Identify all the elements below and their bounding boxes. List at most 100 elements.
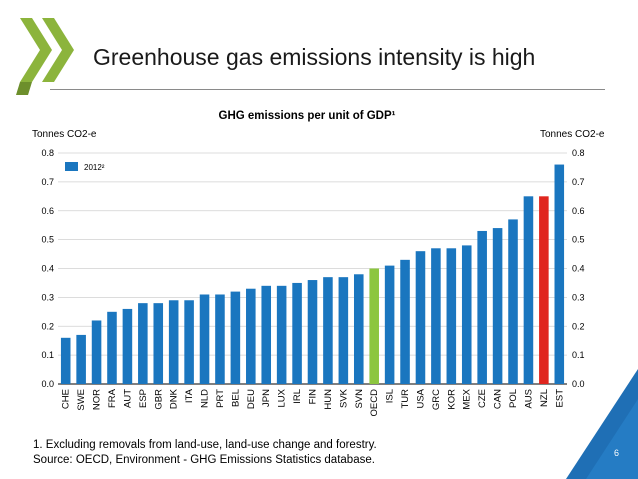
y-tick-label-left: 0.6 (41, 206, 54, 216)
x-tick-label-ita: ITA (184, 388, 195, 403)
x-tick-label-kor: KOR (446, 389, 457, 410)
bar-cze (477, 230, 487, 384)
legend-swatch (65, 162, 78, 171)
bar-mex (461, 245, 472, 384)
bar-est (554, 164, 565, 384)
bar-oecd (369, 268, 379, 384)
x-tick-label-bel: BEL (230, 389, 241, 407)
x-tick-labels: CHE SWE NOR FRA AUT ESP GBR DNK ITA NLD PRT BEL DEU J… (61, 388, 566, 416)
bar-swe (76, 334, 86, 384)
x-tick-label-fra: FRA (107, 388, 118, 408)
bar-ita (184, 300, 194, 384)
legend-label: 2012² (84, 163, 105, 172)
bar-grc (431, 248, 441, 384)
x-tick-label-prt: PRT (215, 389, 226, 408)
bar-fin (307, 280, 318, 384)
y-axis-label-right: Tonnes CO2-e (540, 129, 605, 140)
bar-fra (107, 311, 117, 384)
x-tick-label-est: EST (554, 389, 565, 408)
x-tick-label-gbr: GBR (153, 389, 164, 410)
bar-svk (338, 277, 349, 384)
x-tick-label-swe: SWE (76, 389, 87, 411)
x-tick-label-cze: CZE (477, 389, 488, 408)
x-tick-label-fin: FIN (308, 389, 319, 404)
bar-aus (523, 196, 534, 384)
title-divider (50, 89, 605, 90)
bar-bel (230, 291, 241, 384)
x-tick-label-lux: LUX (277, 388, 288, 407)
y-tick-label-left: 0.1 (41, 350, 54, 360)
bar-aut (122, 308, 133, 384)
bar-usa (415, 251, 426, 384)
x-tick-label-oecd: OECD (369, 389, 380, 417)
x-tick-label-svk: SVK (338, 388, 349, 408)
footnote-exclusion: 1. Excluding removals from land-use, lan… (33, 439, 377, 451)
x-tick-label-usa: USA (415, 388, 426, 408)
x-tick-label-jpn: JPN (261, 389, 272, 407)
x-tick-label-svn: SVN (354, 389, 365, 409)
bars (60, 164, 565, 384)
bar-jpn (261, 285, 272, 384)
x-tick-label-pol: POL (508, 389, 519, 408)
y-tick-label-right: 0.4 (572, 264, 585, 274)
x-tick-label-dnk: DNK (169, 388, 180, 409)
bar-prt (215, 294, 225, 384)
bar-nld (199, 294, 210, 384)
x-tick-label-irl: IRL (292, 389, 303, 404)
corner-decoration (566, 369, 638, 479)
bar-nor (91, 320, 102, 384)
y-tick-label-left: 0.7 (41, 177, 54, 187)
bar-hun (323, 277, 333, 384)
footnote: 1. Excluding removals from land-use, lan… (33, 438, 377, 468)
y-tick-label-left: 0.4 (41, 264, 54, 274)
y-tick-label-right: 0.1 (572, 350, 585, 360)
x-tick-label-hun: HUN (323, 389, 334, 410)
y-tick-label-right: 0.5 (572, 235, 585, 245)
x-tick-label-aut: AUT (122, 389, 133, 408)
y-tick-label-left: 0.5 (41, 235, 54, 245)
bar-isl (384, 265, 395, 384)
y-tick-label-left: 0.2 (41, 321, 54, 331)
x-tick-label-che: CHE (61, 389, 72, 409)
oecd-logo-icon (16, 18, 74, 95)
bar-che (60, 337, 71, 384)
page-number: 6 (614, 448, 620, 458)
bar-dnk (168, 300, 179, 384)
x-tick-label-mex: MEX (462, 388, 473, 409)
bar-svn (353, 274, 364, 384)
bar-pol (508, 219, 518, 384)
y-tick-label-right: 0.8 (572, 148, 585, 158)
x-tick-label-can: CAN (493, 389, 504, 409)
y-axis-label-left: Tonnes CO2-e (32, 129, 97, 140)
bar-esp (138, 303, 148, 384)
y-tick-label-left: 0.0 (41, 379, 54, 389)
y-tick-label-right: 0.2 (572, 321, 585, 331)
x-tick-label-grc: GRC (431, 389, 442, 410)
x-tick-label-nld: NLD (200, 389, 211, 408)
bar-kor (446, 248, 457, 384)
bar-gbr (153, 303, 164, 384)
y-tick-label-right: 0.7 (572, 177, 585, 187)
bar-chart: GHG emissions per unit of GDP¹ Tonnes CO… (32, 110, 605, 416)
y-tick-label-left: 0.8 (41, 148, 54, 158)
y-tick-label-left: 0.3 (41, 292, 54, 302)
x-tick-label-nor: NOR (92, 389, 103, 410)
y-tick-labels: 0.0 0.0 0.1 0.1 0.2 0.2 0.3 0.3 0.4 0.4 0.5 0.5 0.6 0… (41, 148, 584, 389)
y-tick-label-right: 0.3 (572, 292, 585, 302)
bar-tur (400, 259, 410, 384)
slide-title: Greenhouse gas emissions intensity is hi… (93, 44, 536, 70)
legend: 2012² (65, 162, 105, 172)
bar-irl (292, 282, 302, 384)
x-tick-label-deu: DEU (246, 389, 257, 409)
y-tick-label-right: 0.6 (572, 206, 585, 216)
bar-nzl (539, 196, 549, 384)
x-tick-label-nzl: NZL (539, 389, 550, 407)
x-tick-label-esp: ESP (138, 389, 149, 408)
x-tick-label-tur: TUR (400, 389, 411, 409)
footnote-source: Source: OECD, Environment - GHG Emission… (33, 454, 375, 466)
y-tick-label-right: 0.0 (572, 379, 585, 389)
bar-deu (246, 288, 256, 384)
bar-lux (276, 285, 287, 384)
x-tick-label-isl: ISL (385, 389, 396, 403)
x-tick-label-aus: AUS (523, 389, 534, 409)
